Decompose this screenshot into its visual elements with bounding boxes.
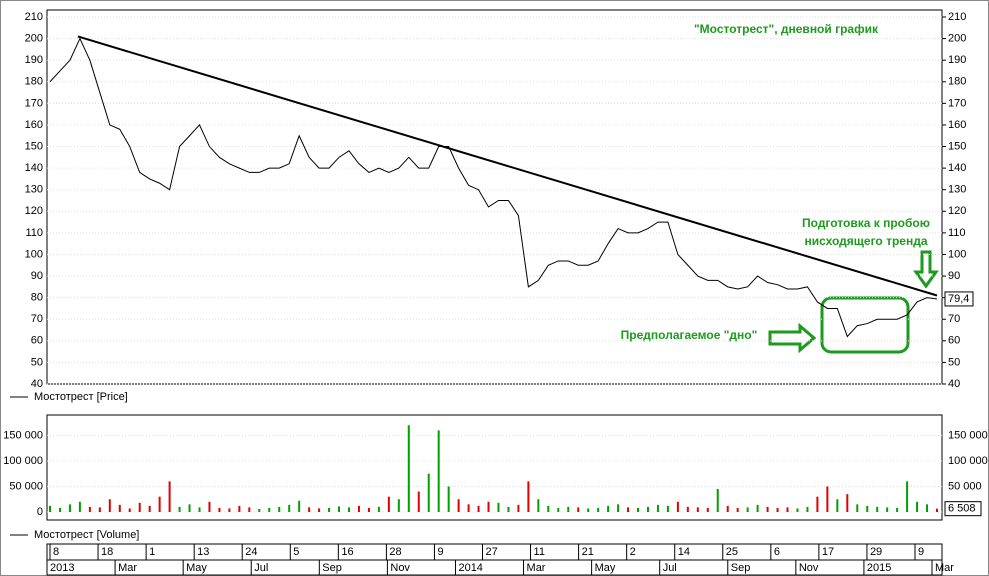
y-tick-label: 170 [948,97,966,109]
y2-tick-label: 150 000 [3,429,43,441]
y-tick-label: 160 [25,119,43,131]
x-tick-label: 29 [870,546,882,558]
y2-tick-label: 50 000 [9,480,43,492]
bottom-highlight [820,296,910,354]
y-tick-label: 110 [25,227,43,239]
x-tick-label: 25 [726,546,738,558]
y-tick-label: 50 [948,356,960,368]
chart-title: "Мостотрест", дневной график [694,22,879,36]
x-tick-label: 17 [822,546,834,558]
y-tick-label: 200 [948,32,966,44]
y-tick-label: 130 [25,184,43,196]
x-tick-label: 9 [437,546,443,558]
x-tick-label: Mar [935,562,954,574]
x-tick-label: 21 [582,546,594,558]
x-tick-label: May [595,562,616,574]
x-tick-label: 2015 [867,562,891,574]
y-tick-label: 140 [948,162,966,174]
last-price-box [944,291,974,307]
annotation: Предполагаемое "дно" [621,328,758,342]
x-tick-label: 5 [293,546,299,558]
y-tick-label: 40 [31,378,43,390]
x-tick-label: Nov [390,562,410,574]
y2-tick-label: 150 000 [948,429,988,441]
y-tick-label: 200 [25,32,43,44]
y-tick-label: 130 [948,184,966,196]
arrow [768,322,817,354]
annotation: Подготовка к пробою [802,216,930,230]
y-tick-label: 40 [948,378,960,390]
trendline [77,35,938,297]
x-tick-label: 18 [101,546,113,558]
y2-tick-label: 50 000 [948,480,982,492]
y-tick-label: 190 [25,54,43,66]
x-tick-label: Mar [527,562,546,574]
x-tick-label: 2014 [458,562,482,574]
x-tick-label: 2013 [50,562,74,574]
x-tick-label: 14 [678,546,690,558]
y-tick-label: 190 [948,54,966,66]
y-tick-label: 70 [31,313,43,325]
y-tick-label: 110 [948,227,966,239]
y-tick-label: 100 [948,248,966,260]
x-tick-label: Jul [663,562,677,574]
annotation: нисходящего тренда [804,234,927,248]
y2-tick-label: 0 [37,506,43,518]
y-tick-label: 90 [948,270,960,282]
y2-tick-label: 100 000 [948,455,988,467]
y-tick-label: 50 [31,356,43,368]
price-line [49,37,938,338]
volume-legend: Мостотрест [Volume] [34,529,139,541]
y-tick-label: 170 [25,97,43,109]
x-tick-label: 8 [53,546,59,558]
y-tick-label: 120 [948,205,966,217]
x-tick-label: Jul [254,562,268,574]
y-tick-label: 80 [31,292,43,304]
y-tick-label: 180 [25,76,43,88]
y-tick-label: 60 [948,335,960,347]
x-tick-label: 16 [341,546,353,558]
y-tick-label: 60 [31,335,43,347]
x-tick-label: 2 [630,546,636,558]
x-tick-label: 24 [245,546,257,558]
x-tick-label: 9 [918,546,924,558]
x-tick-label: 11 [534,546,545,558]
y-tick-label: 90 [31,270,43,282]
y-tick-label: 160 [948,119,966,131]
x-tick-label: 27 [486,546,498,558]
y2-tick-label: 100 000 [3,455,43,467]
last-price-label: 79,4 [948,293,969,305]
x-tick-label: Sep [731,562,751,574]
y-tick-label: 100 [25,248,43,260]
arrow [913,250,939,289]
y-tick-label: 210 [948,11,966,23]
y-tick-label: 120 [25,205,43,217]
x-tick-label: 1 [149,546,155,558]
x-tick-label: Nov [799,562,819,574]
x-tick-label: 6 [774,546,780,558]
y-tick-label: 140 [25,162,43,174]
y-tick-label: 150 [25,140,43,152]
last-volume-box [944,501,982,517]
x-tick-label: Mar [118,562,137,574]
y-tick-label: 210 [25,11,43,23]
y-tick-label: 150 [948,140,966,152]
y-tick-label: 70 [948,313,960,325]
x-tick-label: May [186,562,207,574]
price-legend: Мостотрест [Price] [34,391,128,403]
volume-panel [46,414,943,521]
x-tick-label: 13 [197,546,209,558]
last-volume-label: 6 508 [948,503,976,515]
x-tick-label: 28 [389,546,401,558]
x-tick-label: Sep [322,562,342,574]
y-tick-label: 180 [948,76,966,88]
